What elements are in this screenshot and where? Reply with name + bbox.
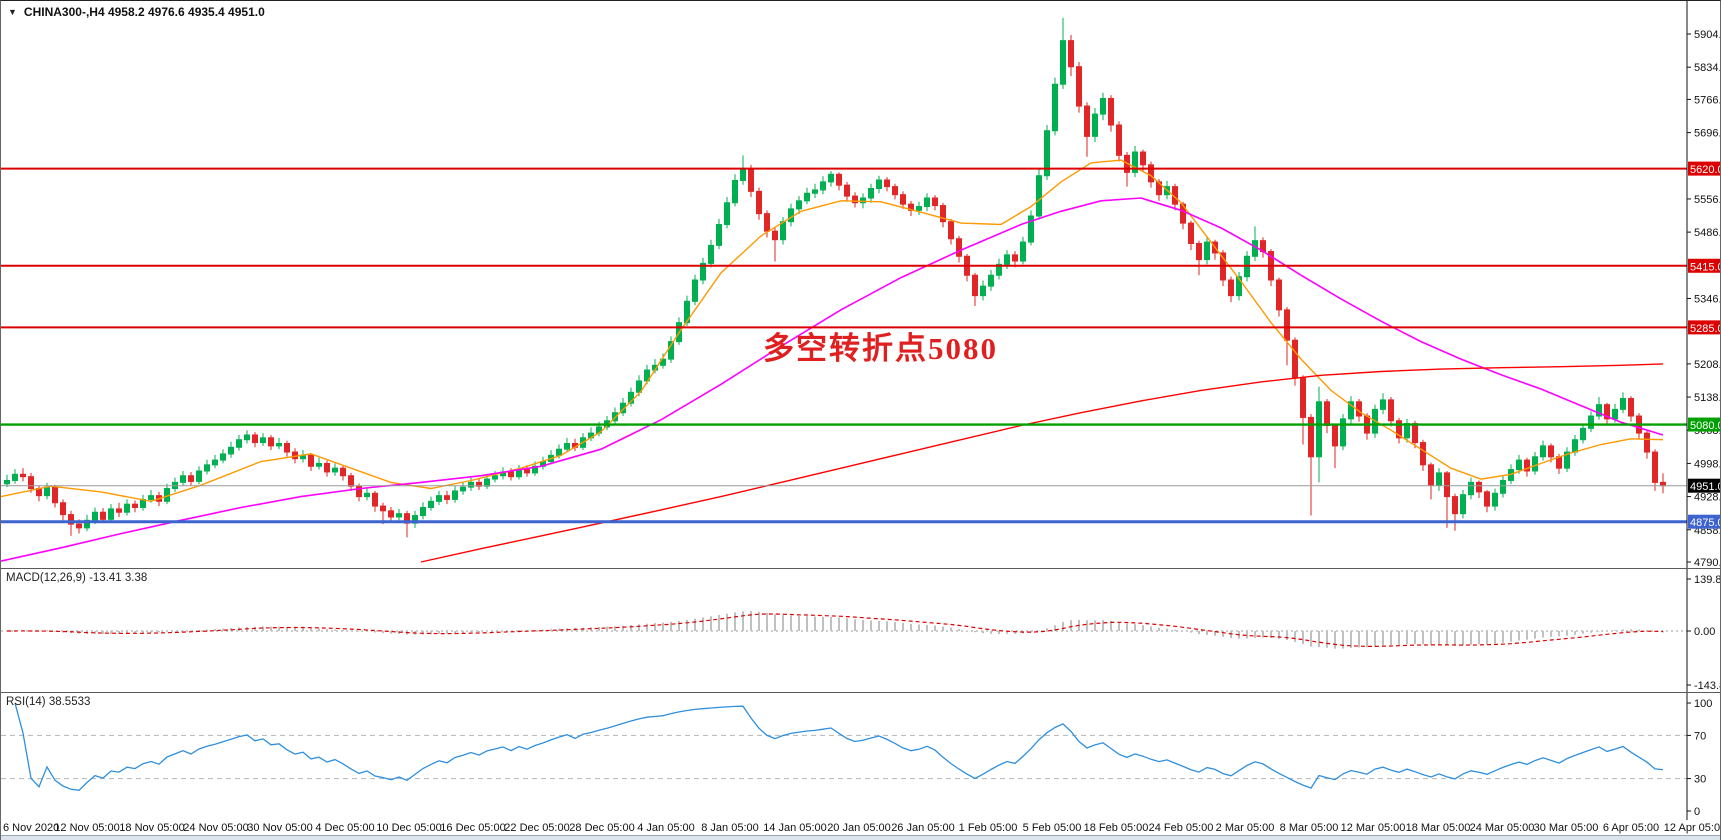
candles-group bbox=[4, 17, 1666, 538]
svg-text:139.86: 139.86 bbox=[1694, 574, 1721, 586]
svg-text:0: 0 bbox=[1694, 806, 1700, 818]
macd-signal-line bbox=[7, 613, 1664, 648]
rsi-axis[interactable]: 100 70 30 0 bbox=[1686, 693, 1712, 820]
svg-text:5904.0: 5904.0 bbox=[1694, 29, 1721, 41]
ma-fast-orange bbox=[1, 159, 1664, 503]
svg-text:4928.0: 4928.0 bbox=[1694, 492, 1721, 504]
time-axis-label: 20 Jan 05:00 bbox=[827, 822, 891, 834]
svg-text:5080.0: 5080.0 bbox=[1690, 420, 1721, 432]
svg-text:4790.0: 4790.0 bbox=[1694, 557, 1721, 568]
time-axis-label: 6 Apr 05:00 bbox=[1602, 822, 1660, 834]
bottom-strip bbox=[1, 835, 1720, 840]
time-axis-label: 10 Dec 05:00 bbox=[376, 822, 442, 834]
annotation-text: 多空转折点5080 bbox=[763, 331, 998, 366]
time-axis-label: 24 Mar 05:00 bbox=[1469, 822, 1535, 834]
macd-panel: 139.86 0.00 -143.82 MACD(12,26,9) -13.41 3… bbox=[1, 569, 1721, 693]
time-axis-label: 16 Dec 05:00 bbox=[440, 822, 506, 834]
time-axis-label: 1 Feb 05:00 bbox=[958, 822, 1018, 834]
macd-label: MACD(12,26,9) -13.41 3.38 bbox=[6, 572, 148, 584]
rsi-line bbox=[14, 702, 1664, 791]
time-axis-label: 12 Nov 05:00 bbox=[54, 822, 120, 834]
time-axis-label: 18 Mar 05:00 bbox=[1405, 822, 1471, 834]
macd-histogram bbox=[14, 611, 1664, 649]
svg-text:5766.0: 5766.0 bbox=[1694, 94, 1721, 106]
rsi-panel: 100 70 30 0 RSI(14) 38.5533 bbox=[1, 693, 1721, 821]
moving-averages-group bbox=[1, 159, 1664, 563]
svg-text:5556.0: 5556.0 bbox=[1694, 194, 1721, 206]
time-axis-label: 4 Jan 05:00 bbox=[637, 822, 695, 834]
symbol-dropdown-icon[interactable]: ▼ bbox=[8, 7, 17, 17]
svg-text:-143.82: -143.82 bbox=[1694, 680, 1721, 692]
macd-axis[interactable]: 139.86 0.00 -143.82 bbox=[1686, 569, 1721, 692]
svg-text:5620.0: 5620.0 bbox=[1690, 164, 1721, 176]
time-axis-label: 6 Nov 2020 bbox=[3, 822, 60, 834]
time-axis-label: 5 Feb 05:00 bbox=[1022, 822, 1082, 834]
time-axis[interactable]: 6 Nov 2020 12 Nov 05:00 18 Nov 05:00 24 Nov… bbox=[1, 820, 1721, 835]
price-label-box bbox=[1688, 514, 1720, 529]
time-axis-label: 24 Feb 05:00 bbox=[1148, 822, 1214, 834]
time-axis-label: 18 Nov 05:00 bbox=[119, 822, 185, 834]
ma-mid-magenta bbox=[1, 197, 1664, 562]
time-axis-label: 18 Feb 05:00 bbox=[1083, 822, 1149, 834]
svg-text:5346.0: 5346.0 bbox=[1694, 293, 1721, 305]
time-axis-label: 12 Apr 05:00 bbox=[1663, 822, 1721, 834]
svg-text:5285.0: 5285.0 bbox=[1690, 323, 1721, 335]
svg-text:5138.0: 5138.0 bbox=[1694, 392, 1721, 404]
macd-canvas[interactable]: 139.86 0.00 -143.82 bbox=[1, 569, 1721, 692]
svg-text:4875.0: 4875.0 bbox=[1690, 517, 1721, 529]
svg-text:4951.0: 4951.0 bbox=[1690, 481, 1721, 493]
rsi-levels-group bbox=[1, 734, 1687, 780]
chart-title-bar: ▼ CHINA300-,H4 4958.2 4976.6 4935.4 4951… bbox=[8, 5, 265, 19]
svg-text:4998.0: 4998.0 bbox=[1694, 458, 1721, 470]
macd-signal-group bbox=[7, 613, 1664, 648]
price-label-box bbox=[1688, 161, 1720, 176]
time-axis-label: 14 Jan 05:00 bbox=[763, 822, 827, 834]
svg-text:5208.0: 5208.0 bbox=[1694, 359, 1721, 371]
ma-slow-red bbox=[420, 363, 1664, 563]
rsi-line-group bbox=[14, 702, 1664, 791]
time-axis-label: 24 Nov 05:00 bbox=[183, 822, 249, 834]
time-axis-label: 22 Dec 05:00 bbox=[504, 822, 570, 834]
price-label-box bbox=[1688, 258, 1720, 273]
time-axis-label: 8 Mar 05:00 bbox=[1279, 822, 1339, 834]
time-axis-label: 30 Mar 05:00 bbox=[1533, 822, 1599, 834]
price-axis[interactable]: 5904.0 5834.0 5766.0 5696.0 5556.0 5486.0 5346… bbox=[1686, 1, 1721, 568]
time-axis-label: 4 Dec 05:00 bbox=[315, 822, 375, 834]
time-axis-label: 30 Nov 05:00 bbox=[247, 822, 313, 834]
svg-text:5415.0: 5415.0 bbox=[1690, 261, 1721, 273]
price-label-box bbox=[1688, 478, 1720, 493]
horizontal-levels-group bbox=[1, 167, 1687, 524]
rsi-canvas[interactable]: 100 70 30 0 bbox=[1, 693, 1721, 820]
chart-title: CHINA300-,H4 4958.2 4976.6 4935.4 4951.0 bbox=[23, 5, 265, 19]
main-chart-panel: 5904.0 5834.0 5766.0 5696.0 5556.0 5486.0 5346… bbox=[1, 1, 1721, 569]
price-label-box bbox=[1688, 320, 1720, 335]
rsi-label: RSI(14) 38.5533 bbox=[6, 696, 91, 708]
svg-text:100: 100 bbox=[1694, 698, 1712, 710]
price-label-box bbox=[1688, 417, 1720, 432]
time-axis-label: 28 Dec 05:00 bbox=[569, 822, 635, 834]
time-axis-label: 2 Mar 05:00 bbox=[1215, 822, 1275, 834]
price-chart-canvas[interactable]: 5904.0 5834.0 5766.0 5696.0 5556.0 5486.0 5346… bbox=[1, 1, 1721, 568]
svg-text:5486.0: 5486.0 bbox=[1694, 227, 1721, 239]
time-axis-label: 26 Jan 05:00 bbox=[891, 822, 955, 834]
svg-text:5696.0: 5696.0 bbox=[1694, 128, 1721, 140]
time-axis-label: 8 Jan 05:00 bbox=[701, 822, 759, 834]
time-axis-label: 12 Mar 05:00 bbox=[1340, 822, 1406, 834]
svg-text:0.00: 0.00 bbox=[1694, 626, 1715, 638]
svg-text:5834.0: 5834.0 bbox=[1694, 62, 1721, 74]
svg-text:30: 30 bbox=[1694, 774, 1706, 786]
svg-text:70: 70 bbox=[1694, 730, 1706, 742]
